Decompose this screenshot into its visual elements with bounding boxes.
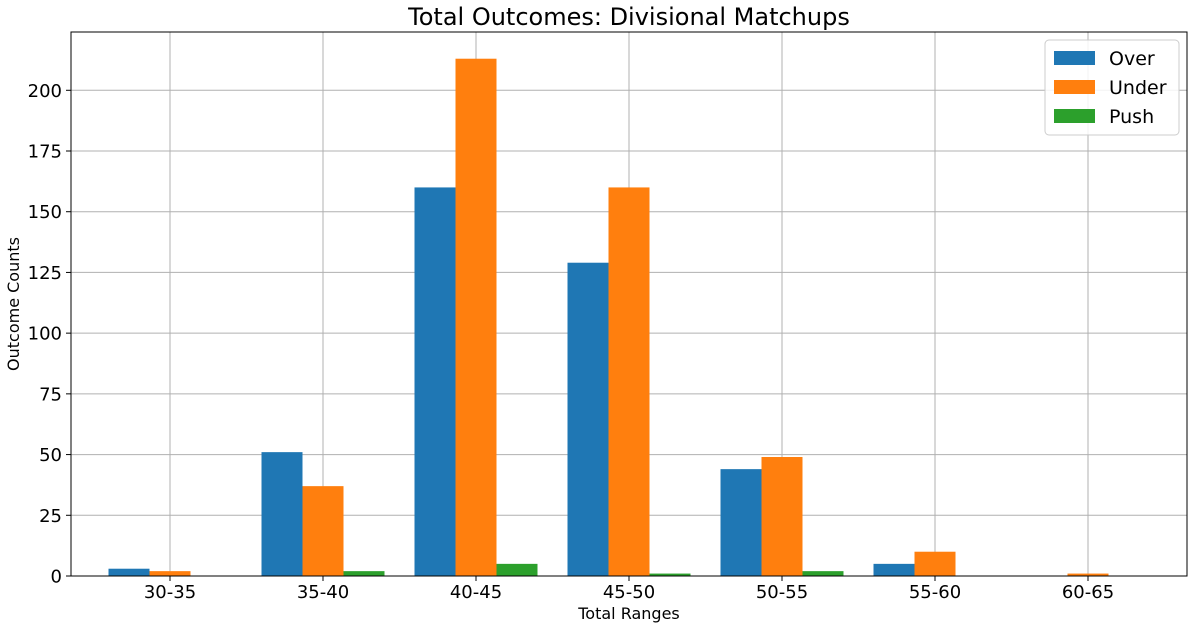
y-axis-label: Outcome Counts [4, 237, 23, 371]
bar-over-55-60 [873, 563, 915, 576]
x-tick-label: 60-65 [1062, 582, 1114, 603]
bar-under-35-40 [302, 486, 344, 576]
bar-push-50-55 [802, 571, 844, 576]
y-tick-label: 75 [39, 384, 62, 405]
legend-label-under: Under [1109, 77, 1167, 99]
y-tick-label: 50 [39, 445, 62, 466]
legend-swatch-under [1054, 80, 1095, 94]
y-axis-ticks: 0 25 50 75 100 125 150 175 200 [28, 81, 71, 588]
bar-push-45-50 [649, 573, 691, 576]
x-tick-label: 35-40 [297, 582, 349, 603]
y-tick-label: 200 [28, 81, 62, 102]
bar-under-40-45 [455, 58, 497, 576]
y-tick-label: 0 [51, 567, 62, 588]
legend: Over Under Push [1044, 39, 1180, 136]
x-axis-label: Total Ranges [577, 604, 680, 623]
y-tick-label: 175 [28, 142, 62, 163]
bar-over-50-55 [720, 469, 762, 576]
bar-under-60-65 [1067, 573, 1109, 576]
legend-label-over: Over [1109, 48, 1155, 70]
x-axis-ticks: 30-35 35-40 40-45 45-50 50-55 55-60 60-65 [144, 576, 1114, 603]
bar-under-55-60 [914, 551, 956, 576]
x-tick-label: 55-60 [909, 582, 961, 603]
x-tick-label: 40-45 [450, 582, 502, 603]
y-tick-label: 125 [28, 263, 62, 284]
bar-over-40-45 [414, 187, 456, 576]
x-tick-label: 30-35 [144, 582, 196, 603]
legend-swatch-over [1054, 51, 1095, 65]
legend-label-push: Push [1109, 106, 1154, 128]
x-tick-label: 50-55 [756, 582, 808, 603]
bar-under-45-50 [608, 187, 650, 576]
y-tick-label: 150 [28, 202, 62, 223]
bar-over-30-35 [108, 568, 150, 576]
bar-under-50-55 [761, 457, 803, 576]
bar-over-35-40 [261, 452, 303, 576]
bar-over-45-50 [567, 262, 609, 576]
y-tick-label: 100 [28, 324, 62, 345]
chart-title: Total Outcomes: Divisional Matchups [407, 3, 850, 31]
y-tick-label: 25 [39, 506, 62, 527]
bar-push-40-45 [496, 563, 538, 576]
legend-swatch-push [1054, 109, 1095, 123]
x-tick-label: 45-50 [603, 582, 655, 603]
bars [108, 58, 1109, 576]
bar-under-30-35 [149, 571, 191, 576]
bar-push-35-40 [343, 571, 385, 576]
